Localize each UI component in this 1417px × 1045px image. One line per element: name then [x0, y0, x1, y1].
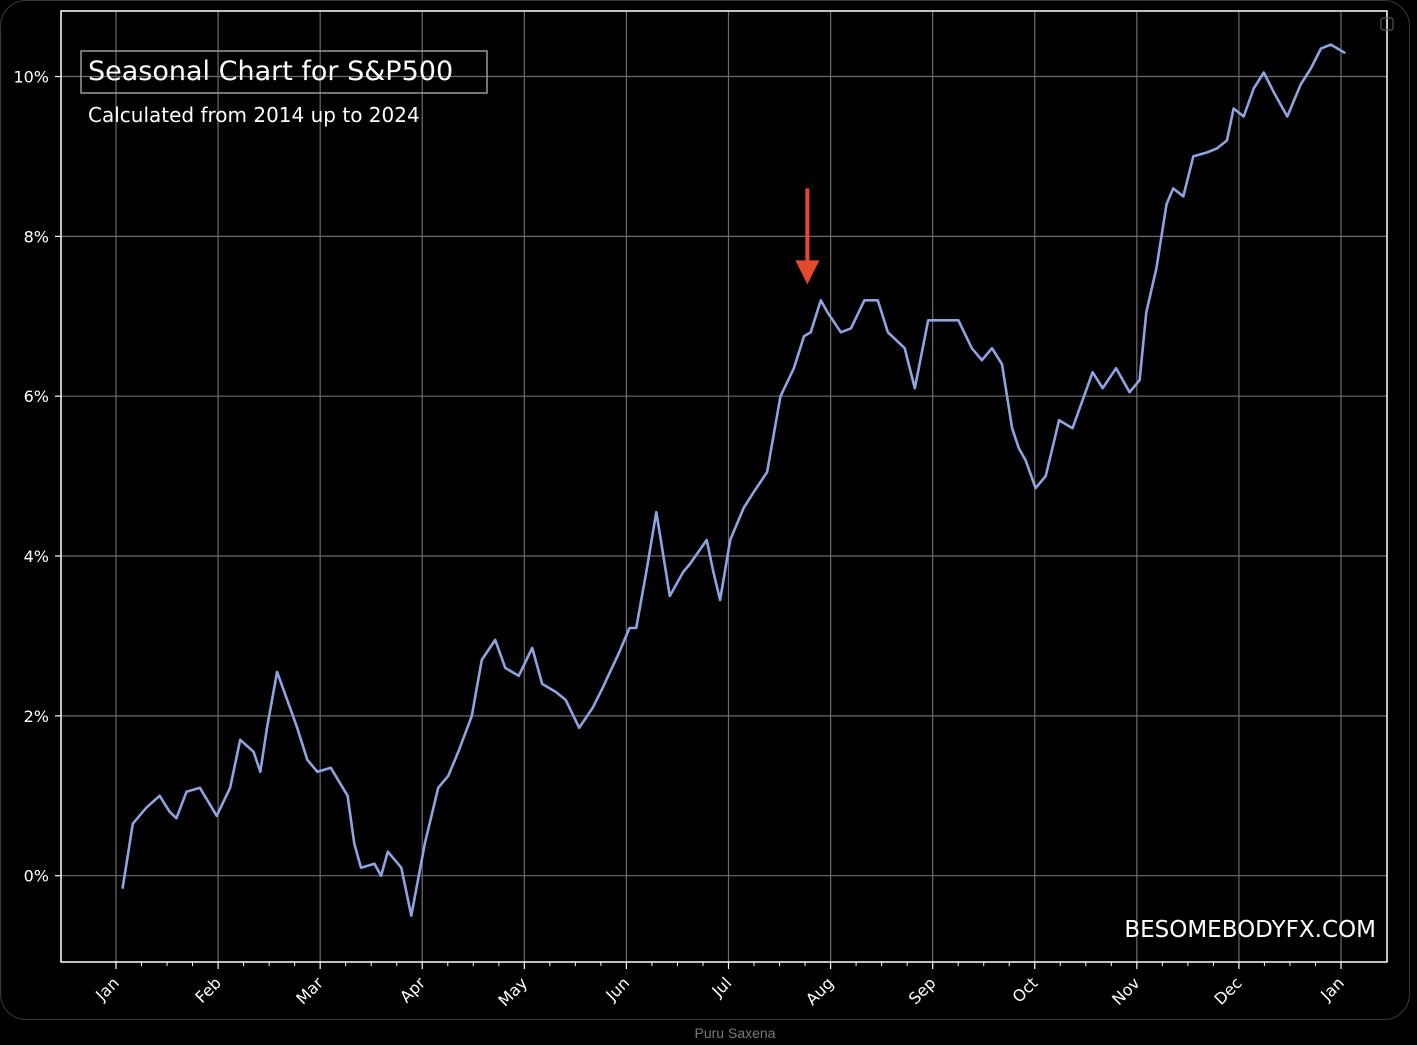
arrow-head [795, 260, 820, 285]
x-tick-label: Oct [1009, 973, 1042, 1006]
series-layer [121, 43, 1346, 917]
x-tick-label: Jul [708, 973, 736, 1001]
corner-square-icon [1380, 17, 1394, 31]
x-tick-label: May [494, 973, 531, 1010]
grid-layer [61, 11, 1387, 962]
y-tick-label: 4% [24, 547, 49, 566]
credit-text: Puru Saxena [694, 1025, 776, 1041]
y-tick-label: 10% [13, 68, 49, 87]
plot-area [60, 10, 1388, 963]
x-tick-label: Feb [191, 973, 224, 1006]
watermark-text: BESOMEBODYFX.COM [1124, 917, 1376, 943]
y-tick-label: 8% [24, 227, 49, 246]
x-tick-label: Dec [1210, 973, 1245, 1008]
chart-frame [0, 0, 1410, 1020]
x-tick-label: Apr [396, 973, 429, 1006]
y-tick-label: 2% [24, 707, 49, 726]
series-line [121, 43, 1346, 917]
y-tick-label: 6% [24, 387, 49, 406]
y-tick-label: 0% [24, 867, 49, 886]
x-tick-label: Aug [802, 973, 838, 1009]
annotation-arrow [795, 188, 820, 285]
chart-title: Seasonal Chart for S&P500 [88, 56, 453, 87]
x-tick-label: Jan [91, 973, 123, 1005]
annotation-layer [795, 188, 820, 285]
x-tick-label: Jun [601, 973, 633, 1005]
x-tick-label: Sep [905, 973, 940, 1008]
x-tick-label: Jan [1316, 973, 1348, 1005]
x-tick-label: Nov [1108, 973, 1144, 1009]
x-tick-label: Mar [292, 973, 327, 1008]
chart-subtitle: Calculated from 2014 up to 2024 [88, 103, 420, 127]
ticks-layer: 0% 2% 4% 6% 8% 10% Jan Feb Mar Apr May Jun Jul Aug Sep… [13, 68, 1347, 1011]
title-box [80, 50, 488, 94]
